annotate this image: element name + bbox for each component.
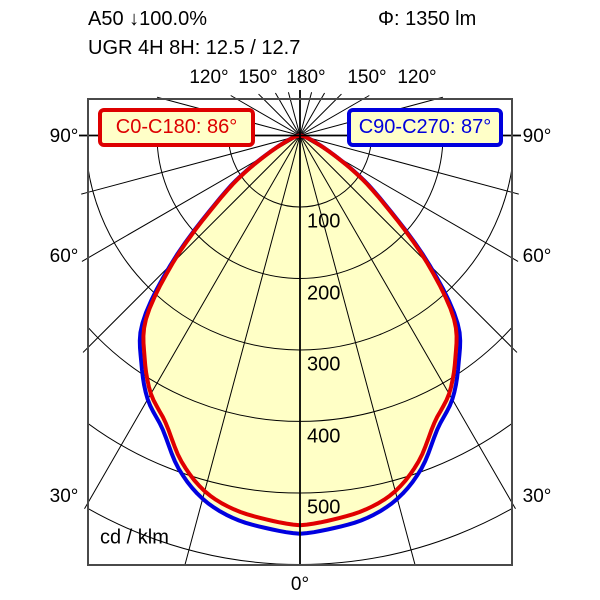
luminous-flux-value: Φ: 1350 lm	[378, 8, 477, 30]
radial-tick-400: 400	[307, 425, 341, 448]
ugr-rating: UGR 4H 8H: 12.5 / 12.7	[88, 37, 301, 59]
angle-label-right-60: 60°	[522, 246, 552, 267]
radial-tick-500: 500	[307, 496, 341, 519]
angle-label-left-30: 30°	[49, 486, 79, 507]
angle-label-top-180: 180°	[286, 67, 326, 88]
angle-label-right-90: 90°	[522, 126, 552, 147]
legend-c0-c180-label: C0-C180: 86°	[115, 116, 238, 138]
angle-label-top-150-right: 150°	[347, 67, 387, 88]
radial-tick-200: 200	[307, 282, 341, 305]
legend-c90-c270-label: C90-C270: 87°	[358, 116, 492, 138]
legend-c90-c270: C90-C270: 87°	[347, 108, 503, 147]
unit-label: cd / klm	[100, 526, 169, 549]
angle-label-right-30: 30°	[522, 486, 552, 507]
angle-label-top-120-right: 120°	[397, 67, 437, 88]
angle-label-bottom-0: 0°	[290, 574, 310, 595]
radial-tick-300: 300	[307, 353, 341, 376]
fixture-title: A50 ↓100.0%	[88, 8, 207, 30]
angle-label-top-150-left: 150°	[238, 67, 278, 88]
angle-label-top-120-left: 120°	[189, 67, 229, 88]
angle-label-left-60: 60°	[49, 246, 79, 267]
legend-c0-c180: C0-C180: 86°	[98, 108, 255, 147]
radial-tick-100: 100	[307, 210, 341, 233]
angle-label-left-90: 90°	[49, 126, 79, 147]
